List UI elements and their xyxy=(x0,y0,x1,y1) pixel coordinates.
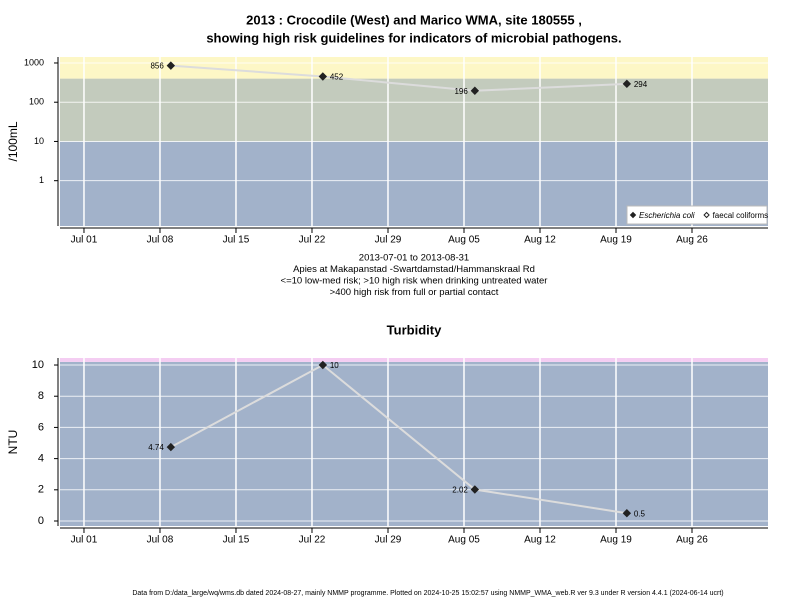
y-axis-label: /100mL xyxy=(6,121,20,161)
x-tick-label: Jul 15 xyxy=(223,235,250,246)
data-point xyxy=(470,485,480,494)
y-tick-label: 6 xyxy=(38,421,44,433)
risk-band xyxy=(60,57,768,79)
y-tick-label: 1000 xyxy=(24,57,44,67)
y-tick-label: 0 xyxy=(38,515,44,527)
data-point xyxy=(166,442,176,452)
data-label: 856 xyxy=(150,62,164,71)
x-tick-label: Jul 01 xyxy=(71,235,98,246)
x-tick-label: Jul 08 xyxy=(147,535,174,546)
data-label: 294 xyxy=(634,80,648,89)
data-label: 452 xyxy=(330,73,344,82)
series-line xyxy=(170,363,628,515)
risk-band xyxy=(60,361,768,526)
data-label: 196 xyxy=(454,87,468,96)
note: >400 high risk from full or partial cont… xyxy=(330,287,499,298)
risk-band xyxy=(60,358,768,362)
y-tick-label: 8 xyxy=(38,390,44,402)
x-tick-label: Aug 05 xyxy=(448,535,480,546)
y-tick-label: 4 xyxy=(38,453,44,465)
x-tick-label: Aug 12 xyxy=(524,235,556,246)
note: <=10 low-med risk; >10 high risk when dr… xyxy=(281,276,548,287)
data-label: 10 xyxy=(330,361,339,370)
legend-marker xyxy=(703,211,710,219)
x-tick-label: Aug 19 xyxy=(600,535,632,546)
risk-band xyxy=(60,78,768,142)
note: 2013-07-01 to 2013-08-31 xyxy=(359,253,469,264)
x-tick-label: Aug 26 xyxy=(676,535,708,546)
y-tick-label: 2 xyxy=(38,484,44,496)
note: Apies at Makapanstad -Swartdamstad/Hamma… xyxy=(293,264,535,275)
x-tick-label: Aug 12 xyxy=(524,535,556,546)
x-tick-label: Jul 22 xyxy=(299,535,326,546)
x-tick-label: Jul 01 xyxy=(71,535,98,546)
y-axis-label: NTU xyxy=(6,430,20,455)
data-point xyxy=(622,509,632,518)
y-tick-label: 10 xyxy=(34,136,44,146)
x-tick-label: Jul 22 xyxy=(299,235,326,246)
data-label: 4.74 xyxy=(148,443,164,452)
chart-title: Turbidity xyxy=(387,322,442,337)
data-label: 0.5 xyxy=(634,509,646,518)
y-tick-label: 1 xyxy=(39,175,44,185)
title-line: showing high risk guidelines for indicat… xyxy=(206,30,621,45)
x-tick-label: Jul 08 xyxy=(147,235,174,246)
y-tick-label: 100 xyxy=(29,97,44,107)
legend-box xyxy=(626,205,768,225)
x-tick-label: Aug 19 xyxy=(600,235,632,246)
data-point xyxy=(318,72,328,81)
data-point xyxy=(318,360,328,370)
title-line: 2013 : Crocodile (West) and Marico WMA, … xyxy=(246,12,582,27)
x-tick-label: Aug 26 xyxy=(676,235,708,246)
x-tick-label: Aug 05 xyxy=(448,235,480,246)
x-tick-label: Jul 15 xyxy=(223,535,250,546)
x-tick-label: Jul 29 xyxy=(375,535,402,546)
data-point xyxy=(622,79,632,89)
x-tick-label: Jul 29 xyxy=(375,235,402,246)
series-line xyxy=(170,64,627,92)
legend-label: faecal coliforms xyxy=(713,211,769,220)
data-point xyxy=(470,86,480,95)
legend-marker xyxy=(629,211,637,219)
legend-label: Escherichia coli xyxy=(639,211,695,220)
data-point xyxy=(166,61,176,70)
y-tick-label: 10 xyxy=(32,359,44,371)
footer: Data from D:/data_large/wq/wms.db dated … xyxy=(132,590,723,597)
data-label: 2.02 xyxy=(452,486,468,495)
